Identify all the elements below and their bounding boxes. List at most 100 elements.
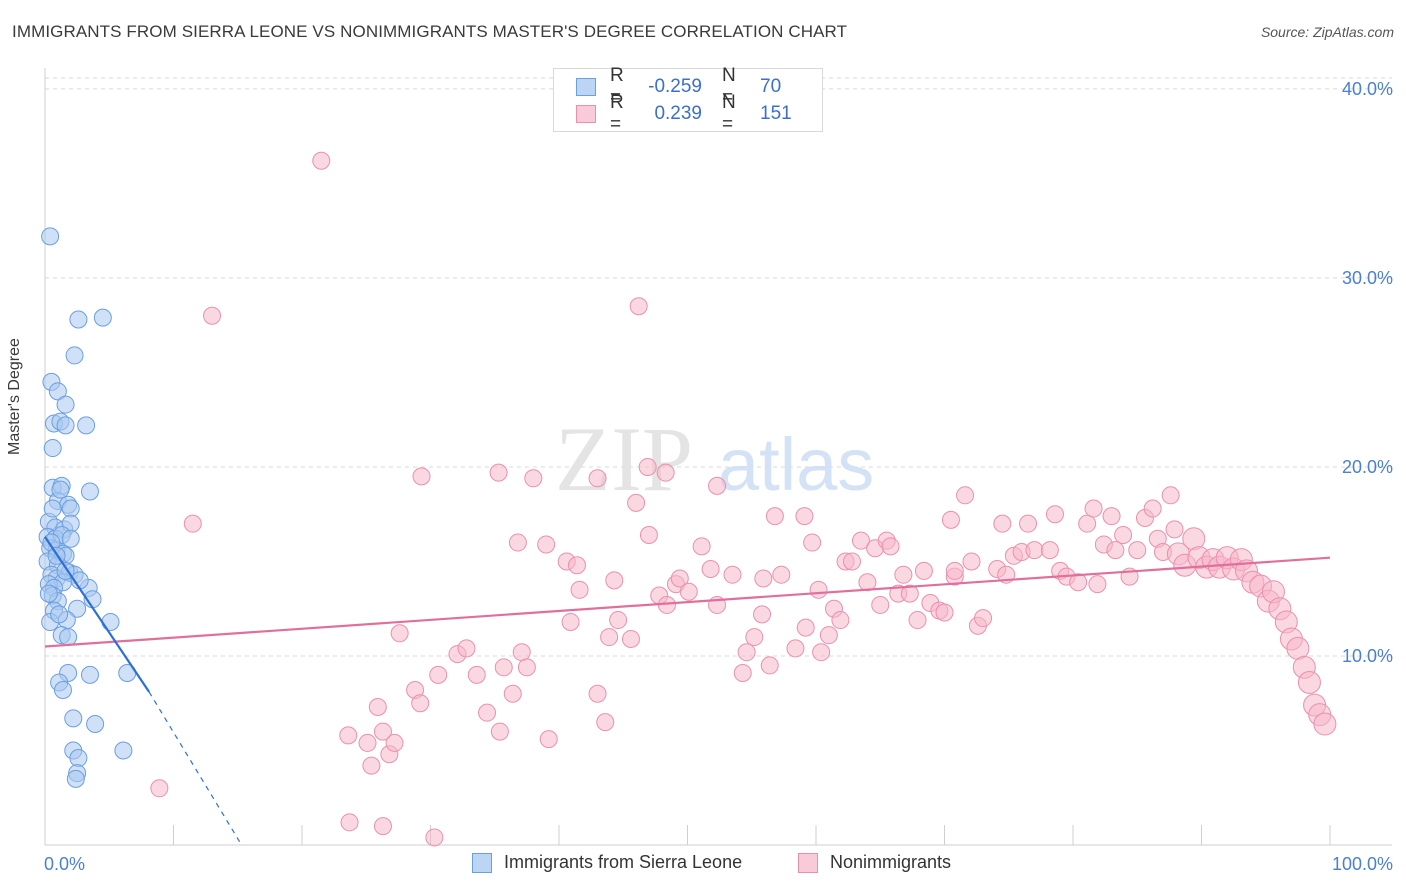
nonimmigrant-point bbox=[1143, 499, 1162, 518]
nonimmigrant-point bbox=[358, 733, 377, 752]
sierra-leone-point bbox=[51, 480, 70, 499]
legend-label-sierra-leone: Immigrants from Sierra Leone bbox=[504, 852, 743, 872]
nonimmigrant-point bbox=[670, 569, 689, 588]
nonimmigrant-point bbox=[842, 552, 861, 571]
nonimmigrant-point bbox=[412, 467, 431, 486]
nonimmigrant-point bbox=[537, 535, 556, 554]
nonimmigrant-point bbox=[753, 605, 772, 624]
nonimmigrant-point bbox=[796, 618, 815, 637]
nonimmigrant-point bbox=[881, 537, 900, 556]
legend-r-label: R = bbox=[610, 92, 624, 135]
sierra-leone-point bbox=[39, 584, 58, 603]
nonimmigrant-point bbox=[425, 828, 444, 847]
nonimmigrant-point bbox=[914, 561, 933, 580]
legend-swatch-blue bbox=[576, 78, 596, 96]
legend-r-value: 0.239 bbox=[654, 103, 702, 124]
nonimmigrant-point bbox=[708, 476, 727, 495]
nonimmigrant-point bbox=[503, 684, 522, 703]
sierra-leone-point bbox=[53, 681, 72, 699]
nonimmigrant-point bbox=[362, 756, 381, 775]
nonimmigrant-point bbox=[373, 817, 392, 836]
nonimmigrant-point bbox=[368, 698, 387, 717]
nonimmigrant-point bbox=[567, 556, 586, 575]
nonimmigrant-point bbox=[588, 684, 607, 703]
sierra-leone-point bbox=[69, 310, 88, 329]
nonimmigrant-point bbox=[1114, 526, 1133, 544]
nonimmigrant-point bbox=[1046, 505, 1065, 524]
nonimmigrant-point bbox=[596, 713, 615, 732]
nonimmigrant-point bbox=[935, 603, 954, 622]
sierra-leone-point bbox=[80, 482, 99, 501]
nonimmigrant-point bbox=[312, 151, 331, 170]
nonimmigrant-point bbox=[539, 730, 558, 749]
legend-item-sierra-leone[interactable]: Immigrants from Sierra Leone bbox=[472, 852, 742, 873]
sierra-leone-point bbox=[80, 665, 99, 684]
nonimmigrant-point bbox=[993, 514, 1012, 533]
sierra-leone-point bbox=[43, 499, 62, 518]
nonimmigrant-point bbox=[962, 552, 981, 571]
nonimmigrant-point bbox=[1165, 520, 1184, 539]
nonimmigrant-point bbox=[831, 611, 850, 630]
legend-swatch-pink bbox=[576, 105, 596, 123]
sierra-leone-point bbox=[69, 749, 88, 768]
nonimmigrant-point bbox=[570, 580, 589, 599]
nonimmigrant-point bbox=[600, 628, 619, 647]
nonimmigrant-point bbox=[1078, 514, 1097, 533]
sierra-leone-point bbox=[61, 529, 80, 548]
nonimmigrant-point bbox=[803, 533, 822, 552]
watermark-atlas: atlas bbox=[718, 423, 874, 506]
nonimmigrant-point bbox=[609, 611, 628, 630]
sierra-leone-point bbox=[77, 416, 96, 435]
nonimmigrant-point bbox=[340, 813, 359, 832]
legend-item-nonimmigrants[interactable]: Nonimmigrants bbox=[798, 852, 951, 873]
nonimmigrant-point bbox=[894, 565, 913, 584]
nonimmigrant-point bbox=[561, 612, 580, 631]
series-legend: Immigrants from Sierra Leone Nonimmigran… bbox=[0, 852, 1406, 876]
sierra-leone-point bbox=[66, 769, 85, 788]
sierra-leone-point bbox=[114, 741, 133, 760]
nonimmigrant-point bbox=[1088, 575, 1107, 594]
sierra-leone-point bbox=[41, 227, 60, 246]
nonimmigrant-point bbox=[588, 469, 607, 488]
nonimmigrant-point bbox=[627, 493, 646, 512]
nonimmigrant-point bbox=[819, 626, 838, 645]
correlation-legend: R = -0.259 N = 70 R = 0.239 N = 151 bbox=[553, 65, 823, 135]
y-tick-label: 20.0% bbox=[1342, 457, 1393, 477]
nonimmigrant-point bbox=[638, 457, 657, 476]
nonimmigrant-point bbox=[754, 569, 773, 588]
nonimmigrant-point bbox=[524, 469, 543, 488]
chart-title: IMMIGRANTS FROM SIERRA LEONE VS NONIMMIG… bbox=[12, 22, 848, 41]
sierra-leone-point bbox=[101, 612, 120, 631]
sierra-leone-trend-extension bbox=[148, 691, 243, 846]
nonimmigrant-point bbox=[871, 595, 890, 614]
y-tick-label: 40.0% bbox=[1342, 79, 1393, 99]
nonimmigrant-point bbox=[457, 639, 476, 658]
legend-n-label: N = bbox=[722, 65, 736, 108]
nonimmigrant-point bbox=[723, 565, 742, 584]
legend-n-value: 70 bbox=[760, 76, 782, 97]
nonimmigrant-point bbox=[411, 694, 430, 713]
nonimmigrant-point bbox=[679, 582, 698, 601]
nonimmigrant-point bbox=[373, 722, 392, 741]
sierra-leone-point bbox=[48, 382, 67, 401]
sierra-leone-point bbox=[43, 439, 62, 458]
sierra-leone-point bbox=[93, 308, 112, 327]
sierra-leone-point bbox=[68, 599, 87, 618]
watermark: ZIP atlas bbox=[555, 408, 874, 510]
nonimmigrant-point bbox=[1161, 486, 1180, 505]
watermark-zip: ZIP bbox=[555, 408, 693, 510]
nonimmigrant-point bbox=[639, 526, 658, 544]
nonimmigrant-point bbox=[150, 779, 169, 798]
nonimmigrant-point bbox=[508, 533, 527, 552]
legend-n-label: N = bbox=[722, 92, 736, 135]
nonimmigrant-point bbox=[786, 639, 805, 658]
x-tick-label-max: 100.0% bbox=[1332, 854, 1393, 874]
nonimmigrant-point bbox=[974, 609, 993, 628]
nonimmigrant-point bbox=[512, 643, 531, 662]
legend-label-nonimmigrants: Nonimmigrants bbox=[830, 852, 952, 872]
nonimmigrant-point bbox=[1069, 573, 1088, 592]
tick-labels: 10.0% 20.0% 30.0% 40.0% 0.0% 100.0% bbox=[44, 79, 1393, 874]
nonimmigrant-point bbox=[1084, 499, 1103, 518]
nonimmigrant-point bbox=[1128, 541, 1147, 560]
